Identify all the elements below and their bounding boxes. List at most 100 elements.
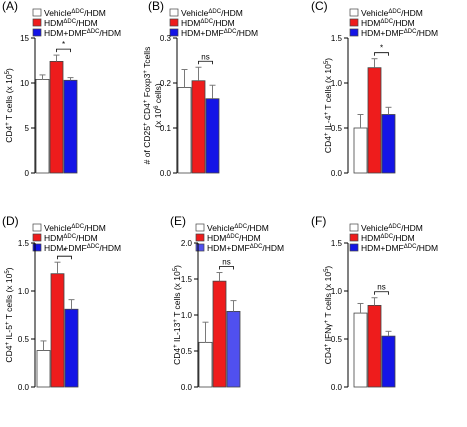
legend-swatch [32, 223, 42, 232]
legend-sup: ΔDC [226, 234, 239, 240]
legend-text: /HDM [393, 18, 415, 28]
significance-bracket [56, 48, 71, 53]
y-tick-label: 1.0 [331, 79, 343, 88]
y-label-line: (x 106 cells) [153, 83, 163, 128]
panel-label: (D) [2, 214, 19, 228]
bar [49, 61, 64, 174]
bar [367, 304, 382, 388]
y-label-part: CD4 [323, 347, 333, 364]
y-label-part: CD4 [323, 136, 333, 153]
y-tick-label: 1.5 [331, 239, 343, 248]
legend-sup: ΔDC [388, 224, 401, 230]
legend-entry: VehicleΔDC/HDM [361, 223, 423, 233]
legend-swatch [195, 243, 205, 252]
y-tick-label: 0.5 [331, 124, 343, 133]
panel-label: (A) [2, 0, 18, 13]
y-tick-label: 0.2 [160, 79, 172, 88]
bar [50, 273, 65, 388]
y-label-part: 5 [324, 268, 330, 272]
legend-sup: ΔDC [208, 9, 221, 15]
legend-swatch [32, 28, 42, 37]
panel-label: (B) [148, 0, 164, 13]
legend-swatch [32, 233, 42, 242]
significance-label: * [63, 247, 66, 256]
legend-swatch [169, 8, 179, 17]
y-label-part: T cells (x 10 [323, 272, 333, 320]
y-label-part: Foxp3 [142, 73, 152, 99]
y-axis-label: CD4+ T cells (x 105) [4, 68, 14, 143]
legend-text: HDM+DMF [44, 243, 87, 253]
y-tick-label: 0.5 [331, 335, 343, 344]
y-label-part: IL-4 [323, 115, 333, 132]
bar [367, 67, 382, 174]
legend-text: HDM+DMF [44, 28, 87, 38]
y-tick-label: 0.0 [160, 169, 172, 178]
legend-text: HDM [44, 233, 63, 243]
y-label-part: 5 [324, 60, 330, 64]
y-tick-label: 0 [25, 169, 30, 178]
legend-swatch [32, 8, 42, 17]
legend-entry: HDMΔDC/HDM [361, 233, 415, 243]
legend-entry: HDM+DMFΔDC/HDM [44, 28, 121, 38]
y-label-part: CD4 [4, 345, 14, 362]
y-label-part: ) [323, 266, 333, 269]
y-label-part: ) [4, 68, 14, 71]
y-tick-label: 0.5 [181, 347, 193, 356]
significance-bracket [57, 255, 72, 260]
y-tick-label: 15 [20, 34, 29, 43]
chart-panel: (E) VehicleΔDC/HDMHDMΔDC/HDMHDM+DMFΔDC/HD… [170, 214, 284, 392]
bar [381, 114, 396, 174]
legend-entry: VehicleΔDC/HDM [361, 8, 423, 18]
legend-text: HDM [361, 18, 380, 28]
y-axis-label: CD4+ IFNγ+ T cells (x 105) [323, 266, 333, 365]
legend-swatch [349, 243, 359, 252]
legend-text: /HDM [262, 243, 284, 253]
y-label-part: + [5, 342, 11, 346]
y-label-part: IL-5 [4, 325, 14, 342]
legend-text: /HDM [393, 233, 415, 243]
y-label-part: T cells (x 10 [323, 64, 333, 112]
legend-sup: ΔDC [200, 19, 213, 25]
significance-bracket [374, 52, 389, 56]
bar [63, 79, 78, 174]
panel-label: (E) [170, 214, 186, 228]
legend-entry: HDM+DMFΔDC/HDM [361, 243, 438, 253]
y-tick-label: 1.5 [331, 34, 343, 43]
significance-bracket [198, 60, 213, 65]
y-label-part: + [324, 319, 330, 323]
legend-text: HDM+DMF [361, 28, 404, 38]
legend-sup: ΔDC [71, 9, 84, 15]
bar [36, 350, 51, 388]
legend-text: Vehicle [44, 8, 72, 18]
significance-label: ns [377, 283, 385, 292]
y-tick-label: 0.1 [160, 124, 172, 133]
legend-entry: HDM+DMFΔDC/HDM [361, 28, 438, 38]
legend-sup: ΔDC [71, 224, 84, 230]
legend-text: HDM+DMF [181, 28, 224, 38]
legend-text: Vehicle [361, 8, 389, 18]
legend-text: /HDM [401, 8, 423, 18]
legend-entry: VehicleΔDC/HDM [207, 223, 269, 233]
bar [353, 312, 368, 388]
legend-swatch [32, 18, 42, 27]
y-label-part: IL-13 [172, 322, 182, 344]
y-label-part: + [143, 99, 149, 103]
legend-sup: ΔDC [250, 244, 263, 250]
y-axis-label: # of CD25+ CD4+ Foxp3+ Tcells(x 106 cell… [142, 47, 163, 165]
y-label-part: ) [4, 267, 14, 270]
legend-swatch [169, 18, 179, 27]
legend-text: HDM+DMF [207, 243, 250, 253]
y-tick-label: 1.5 [181, 275, 193, 284]
bar [381, 335, 396, 388]
y-label-part: CD4 [142, 103, 152, 123]
y-tick-label: 0.3 [160, 34, 172, 43]
bar [212, 280, 227, 388]
y-label-part: 5 [5, 270, 11, 274]
legend-entry: HDM+DMFΔDC/HDM [44, 243, 121, 253]
y-label-part: + [324, 132, 330, 136]
bar [353, 127, 368, 174]
legend-sup: ΔDC [87, 29, 100, 35]
legend-text: /HDM [239, 233, 261, 243]
y-tick-label: 0.0 [331, 169, 343, 178]
